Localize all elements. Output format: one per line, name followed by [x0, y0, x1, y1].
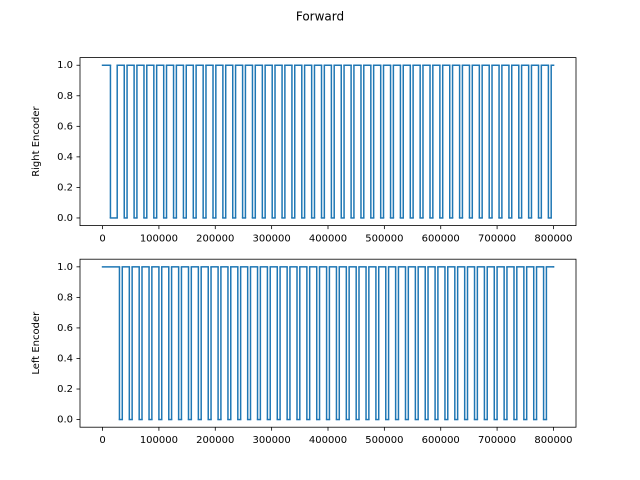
x-tick-label: 0 — [99, 435, 105, 446]
y-tick-label: 0.6 — [57, 121, 73, 132]
y-tick-label: 0.4 — [57, 353, 73, 364]
x-tick-label: 500000 — [365, 234, 403, 245]
x-tick-label: 300000 — [253, 435, 291, 446]
x-tick-label: 200000 — [196, 234, 234, 245]
x-tick-label: 700000 — [478, 234, 516, 245]
y-axis-label: Left Encoder — [31, 311, 42, 375]
x-tick-label: 100000 — [140, 234, 178, 245]
x-tick-label: 200000 — [196, 435, 234, 446]
x-tick-label: 600000 — [422, 435, 460, 446]
y-tick-label: 1.0 — [57, 262, 73, 273]
y-tick-label: 0.0 — [57, 415, 73, 426]
x-tick-label: 400000 — [309, 435, 347, 446]
x-tick-label: 400000 — [309, 234, 347, 245]
y-tick-label: 0.2 — [57, 182, 73, 193]
x-tick-label: 600000 — [422, 234, 460, 245]
y-axis-label: Right Encoder — [31, 106, 42, 177]
y-tick-label: 0.4 — [57, 152, 73, 163]
x-tick-label: 500000 — [365, 435, 403, 446]
x-tick-label: 800000 — [534, 435, 572, 446]
x-tick-label: 300000 — [253, 234, 291, 245]
y-tick-label: 0.8 — [57, 91, 73, 102]
x-tick-label: 700000 — [478, 435, 516, 446]
x-tick-label: 0 — [99, 234, 105, 245]
y-tick-label: 0.0 — [57, 213, 73, 224]
y-tick-label: 0.2 — [57, 384, 73, 395]
x-tick-label: 100000 — [140, 435, 178, 446]
x-tick-label: 800000 — [534, 234, 572, 245]
axes-frame — [79, 258, 577, 428]
y-tick-label: 1.0 — [57, 60, 73, 71]
y-tick-label: 0.8 — [57, 292, 73, 303]
y-tick-label: 0.6 — [57, 323, 73, 334]
figure-title: Forward — [296, 10, 344, 24]
